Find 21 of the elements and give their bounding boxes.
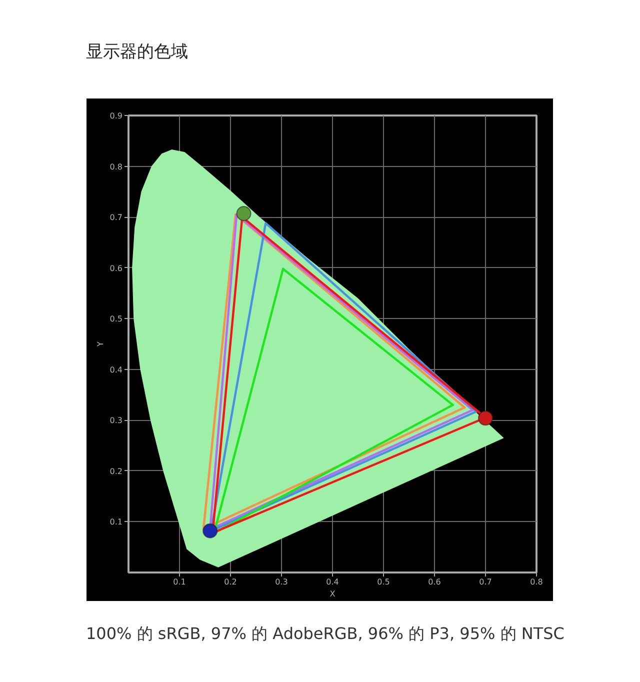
- y-tick-label: 0.6: [110, 264, 123, 273]
- x-tick-label: 0.4: [326, 578, 339, 586]
- y-tick-label: 0.2: [110, 466, 123, 476]
- y-tick-label: 0.1: [110, 518, 123, 527]
- y-tick-label: 0.5: [110, 314, 123, 324]
- x-tick-label: 0.3: [275, 578, 288, 586]
- chart-title: 显示器的色域: [86, 41, 188, 64]
- y-axis-title: Y: [96, 341, 105, 348]
- y-tick-label: 0.8: [110, 162, 123, 172]
- y-tick-label: 0.9: [110, 112, 123, 120]
- y-tick-label: 0.7: [110, 213, 123, 222]
- x-tick-label: 0.6: [428, 578, 441, 586]
- x-tick-label: 0.5: [377, 578, 390, 586]
- x-tick-label: 0.7: [479, 578, 492, 586]
- x-tick-label: 0.2: [224, 578, 237, 586]
- x-axis-title: X: [330, 590, 336, 598]
- text: 100% 的 sRGB, 97% 的 AdobeRGB, 96% 的 P3, 95% 的 NTSC: [86, 623, 564, 645]
- x-tick-label: 0.8: [530, 578, 543, 586]
- x-tick-label: 0.1: [173, 578, 186, 586]
- y-tick-label: 0.3: [110, 416, 123, 426]
- y-tick-label: 0.4: [110, 365, 123, 374]
